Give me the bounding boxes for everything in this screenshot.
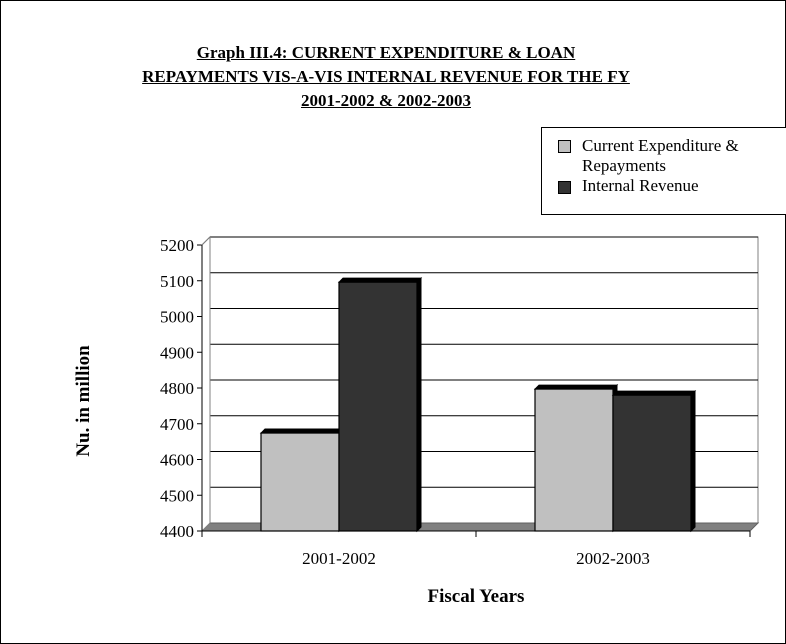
y-tick-label: 5200 (160, 236, 194, 255)
chart-title: Graph III.4: CURRENT EXPENDITURE & LOAN … (61, 41, 711, 113)
y-tick-label: 4400 (160, 522, 194, 541)
chart-legend: Current Expenditure & Repayments Interna… (541, 127, 786, 215)
y-tick-label: 4700 (160, 415, 194, 434)
y-tick-label: 4600 (160, 451, 194, 470)
bar (260, 432, 340, 532)
y-tick-label: 4800 (160, 379, 194, 398)
y-tick-label: 4500 (160, 486, 194, 505)
legend-swatch-internal-revenue (558, 181, 571, 194)
bar (338, 281, 418, 532)
chart-title-line-2: REPAYMENTS VIS-A-VIS INTERNAL REVENUE FO… (142, 67, 630, 86)
y-tick-label: 4900 (160, 343, 194, 362)
x-tick-label: 2002-2003 (576, 549, 650, 568)
legend-label-internal-revenue: Internal Revenue (582, 176, 699, 195)
x-tick-label: 2001-2002 (302, 549, 376, 568)
chart-title-line-3: 2001-2002 & 2002-2003 (301, 91, 471, 110)
y-tick-label: 5000 (160, 308, 194, 327)
bar (534, 388, 614, 532)
legend-label-current-expenditure-line-1: Current Expenditure & (582, 136, 739, 155)
bar-top (259, 428, 345, 434)
bar-top (611, 390, 697, 396)
x-axis-label: Fiscal Years (427, 586, 525, 607)
bar (612, 394, 692, 532)
bar-side (416, 276, 422, 533)
y-axis-label: Nu. in million (73, 345, 94, 457)
y-tick-label: 5100 (160, 272, 194, 291)
chart-title-line-1: Graph III.4: CURRENT EXPENDITURE & LOAN (196, 43, 576, 62)
bar-top (337, 277, 423, 283)
plot-side-wall (201, 235, 211, 533)
legend-swatch-current-expenditure (558, 140, 571, 153)
legend-label-current-expenditure-line-2: Repayments (582, 156, 667, 175)
